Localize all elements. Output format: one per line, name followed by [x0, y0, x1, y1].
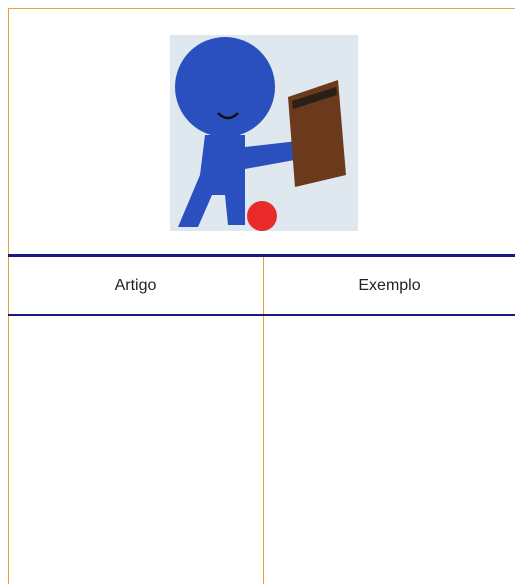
header-top-rule [8, 254, 515, 257]
column-divider [263, 257, 264, 584]
book [288, 80, 346, 187]
header-cell: Exemplo [358, 277, 421, 294]
smile [217, 112, 239, 120]
head [175, 37, 275, 137]
body [178, 135, 300, 227]
header-cell: Artigo [114, 277, 157, 294]
illustration [170, 35, 358, 231]
ball [247, 201, 277, 231]
book-band [292, 87, 337, 109]
table-frame [8, 8, 515, 584]
header-bottom-rule [8, 314, 515, 316]
